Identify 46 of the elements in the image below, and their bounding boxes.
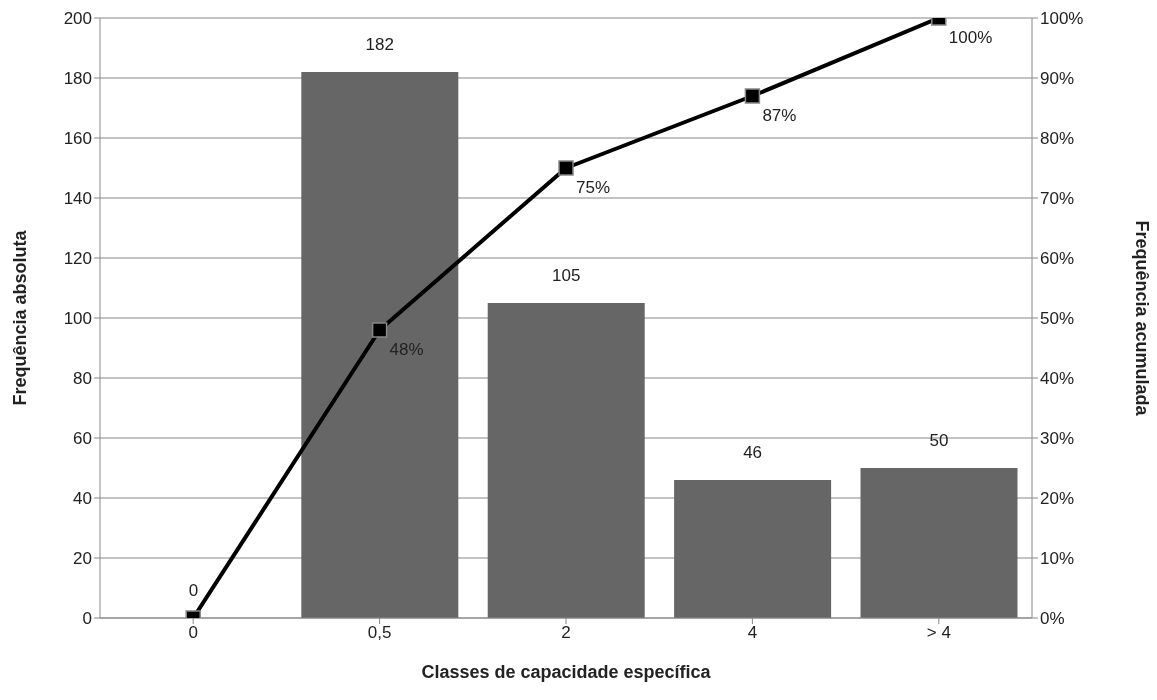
y2-tick-label: 0% <box>1040 609 1065 629</box>
data-label: 87% <box>762 106 797 125</box>
point <box>744 88 761 104</box>
y-tick-label: 140 <box>63 189 92 209</box>
y-tick-label: 80 <box>73 369 92 389</box>
x-tick-label: > 4 <box>926 623 951 643</box>
y-tick-label: 160 <box>63 129 92 149</box>
data-label: 50 <box>929 431 949 450</box>
y2-tick-label: 100% <box>1040 9 1084 29</box>
y-tick-label: 20 <box>73 549 92 569</box>
y2-tick-label: 20% <box>1040 489 1075 509</box>
bar <box>301 72 459 618</box>
data-label: 100% <box>948 28 993 47</box>
data-label: 75% <box>576 178 611 197</box>
x-tick-label: 0,5 <box>367 623 392 643</box>
bar <box>674 480 832 618</box>
y2-tick-label: 80% <box>1040 129 1075 149</box>
y2-tick-label: 50% <box>1040 309 1075 329</box>
y2-axis-title: Frequência acumulada <box>1131 220 1152 417</box>
x-axis-title: Classes de capacidade específica <box>421 662 712 682</box>
x-tick-label: 2 <box>561 623 571 643</box>
bar <box>860 468 1018 618</box>
y-tick-label: 120 <box>63 249 92 269</box>
y-tick-label: 60 <box>73 429 92 449</box>
y2-tick-label: 70% <box>1040 189 1075 209</box>
data-label: 105 <box>552 266 581 285</box>
x-tick-label: 4 <box>747 623 758 643</box>
y2-tick-label: 90% <box>1040 69 1075 89</box>
y-axis-title: Frequência absoluta <box>10 229 31 406</box>
y2-tick-label: 10% <box>1040 549 1075 569</box>
y2-tick-label: 40% <box>1040 369 1075 389</box>
x-tick-label: 0 <box>188 623 198 643</box>
y2-tick-label: 60% <box>1040 249 1075 269</box>
y-tick-label: 200 <box>63 9 92 29</box>
y-tick-label: 0 <box>82 609 92 629</box>
data-label: 182 <box>365 35 394 54</box>
y-tick-label: 100 <box>63 309 92 329</box>
y-tick-label: 40 <box>73 489 92 509</box>
bar <box>487 303 645 618</box>
y-tick-label: 180 <box>63 69 92 89</box>
point <box>371 322 388 338</box>
point <box>558 160 574 176</box>
data-label: 46 <box>743 443 763 462</box>
y2-tick-label: 30% <box>1040 429 1075 449</box>
data-label: 0 <box>188 581 199 600</box>
data-label: 48% <box>389 340 424 359</box>
